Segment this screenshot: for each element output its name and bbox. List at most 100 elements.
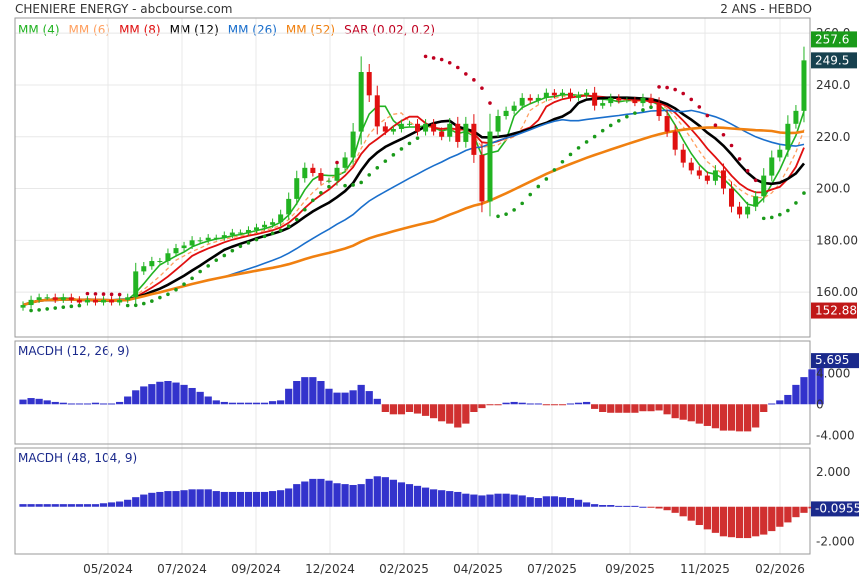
x-tick-label: 02/2025 [379, 562, 429, 576]
macd-bar [695, 404, 703, 424]
macd-bar [752, 506, 760, 537]
candle-body [720, 170, 726, 189]
sar-point [496, 214, 500, 219]
sar-point [166, 292, 170, 297]
candle-body [503, 110, 509, 117]
price-tags: 5.695 -0.0955 257.6 249.5 152.88 [811, 31, 860, 517]
x-axis-labels: 05/2024 07/2024 09/2024 12/2024 02/2025 04/20… [83, 562, 805, 576]
candle-body [712, 170, 718, 181]
sar-point [198, 269, 202, 274]
macd-bar [260, 402, 269, 405]
sar-point [705, 113, 710, 118]
sar-point [488, 101, 492, 105]
sar-point [29, 308, 33, 313]
sar-point [214, 258, 219, 262]
candle-body [350, 131, 356, 158]
macd-bar [43, 504, 51, 507]
sar-point [158, 295, 162, 300]
candle-body [213, 237, 219, 239]
macd-bar [381, 477, 389, 507]
candle-body [366, 72, 372, 96]
moving-average-52 [22, 126, 805, 307]
x-tick-label: 12/2024 [305, 562, 355, 576]
macd-bar [518, 402, 526, 405]
sar-point [117, 292, 122, 297]
sar-point [633, 111, 637, 115]
macd-bar [615, 505, 623, 507]
candle-body [769, 157, 775, 176]
candle-body [487, 131, 493, 202]
sar-point [649, 105, 653, 110]
macd-bar [373, 398, 381, 405]
macd-bar [285, 488, 293, 507]
macd-bar [816, 360, 824, 405]
macd-bar [99, 503, 108, 507]
macd-bar [446, 491, 454, 507]
macd-bar [454, 404, 462, 428]
macd-bar [711, 404, 720, 429]
candle-body [318, 173, 324, 181]
macd-bar [341, 392, 349, 405]
candle-body [84, 299, 90, 303]
candle-body [648, 97, 654, 104]
macd-bar [389, 479, 397, 507]
macd-bar [486, 404, 494, 406]
sar-point [319, 190, 323, 195]
macd-bar [156, 491, 164, 507]
macd-bar [349, 484, 357, 507]
macd-bar [776, 506, 784, 527]
candle-body [423, 123, 429, 132]
candle-body [801, 60, 807, 111]
macd-bar [196, 391, 204, 405]
macd-bar [236, 491, 245, 507]
sar-point [367, 173, 372, 177]
macd-bar [647, 506, 655, 508]
sar-point [560, 159, 565, 164]
sar-point [528, 192, 533, 197]
macd-bar [421, 487, 430, 507]
sar-point [512, 208, 516, 212]
candle-body [761, 175, 767, 197]
macd-bar [647, 404, 655, 412]
candle-body [52, 297, 58, 300]
candle-body [157, 261, 163, 263]
macd-bar [599, 505, 607, 507]
macd-bar [341, 484, 349, 507]
candle-body [109, 299, 115, 303]
sar-point [592, 134, 597, 139]
macd-bar [397, 404, 406, 415]
candle-body [374, 95, 380, 127]
macd-bar [357, 484, 365, 507]
sar-point [729, 143, 734, 148]
macd-bar [405, 404, 414, 412]
macd-bar [140, 494, 148, 507]
macd-bar [687, 506, 695, 521]
macd-bar [558, 497, 567, 507]
candle-body [479, 154, 485, 202]
macd-bar [35, 398, 43, 405]
macd-bar [317, 381, 325, 405]
period-label: 2 ANS - HEBDO [720, 2, 812, 16]
macd-bar [784, 394, 792, 405]
macd-bar [808, 369, 816, 405]
sar-point [254, 237, 259, 242]
macd-bar [317, 478, 325, 507]
candle-body [793, 110, 799, 124]
macd-bar [180, 384, 188, 405]
sar-point [222, 253, 227, 258]
price-tick-label: 160.00 [816, 285, 858, 299]
macd-bar [719, 506, 728, 537]
candle-body [624, 100, 630, 102]
macd-bar [534, 498, 542, 507]
sar-point [769, 215, 774, 220]
macd-bar [542, 496, 550, 507]
macd-bar [607, 505, 615, 507]
macd-bar [655, 404, 663, 411]
macd-bar [75, 504, 84, 507]
macd-last-value: 5.695 [815, 353, 849, 367]
macd-bar [623, 404, 631, 413]
macd-bar [285, 388, 293, 405]
macd-bar [107, 403, 116, 405]
macd-bar [140, 386, 148, 405]
candle-body [101, 299, 107, 303]
